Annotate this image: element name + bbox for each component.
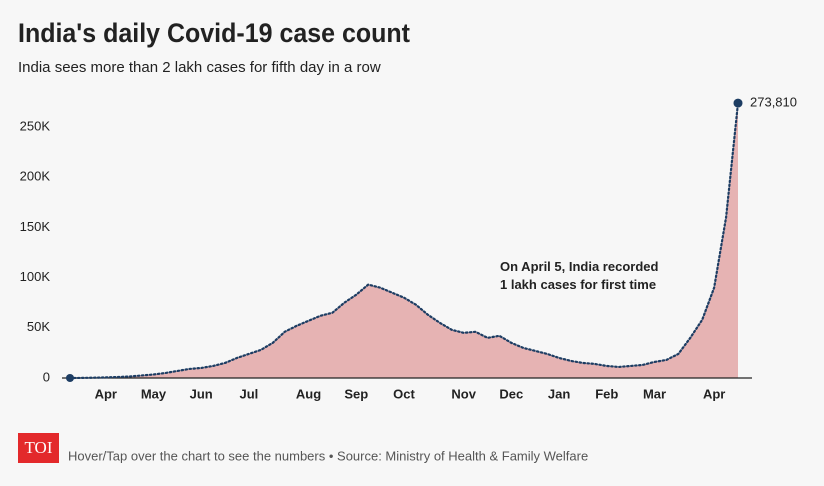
x-tick-label: Apr <box>95 386 117 401</box>
value-label: 273,810 <box>750 95 797 110</box>
x-tick-label: Jun <box>190 386 213 401</box>
source-note: Hover/Tap over the chart to see the numb… <box>68 448 588 463</box>
y-tick-label: 0 <box>43 369 50 384</box>
x-tick-label: Mar <box>643 386 666 401</box>
y-tick-label: 250K <box>20 118 51 133</box>
x-tick-label: Nov <box>451 386 476 401</box>
y-tick-label: 100K <box>20 269 51 284</box>
area <box>70 103 738 378</box>
y-tick-label: 200K <box>20 169 51 184</box>
logo: TOI <box>24 438 52 457</box>
x-tick-label: Jan <box>548 386 570 401</box>
x-tick-label: Dec <box>499 386 523 401</box>
x-tick-label: Apr <box>703 386 725 401</box>
chart-title: India's daily Covid-19 case count <box>18 18 410 48</box>
y-tick-label: 150K <box>20 219 51 234</box>
y-tick-label: 50K <box>27 319 50 334</box>
annotation: On April 5, India recorded 1 lakh cases f… <box>500 259 658 292</box>
x-tick-label: Aug <box>296 386 321 401</box>
x-tick-label: Oct <box>393 386 415 401</box>
annotation-line: On April 5, India recorded <box>500 259 658 274</box>
x-tick-label: May <box>141 386 167 401</box>
end-point <box>733 98 743 108</box>
x-tick-label: Feb <box>595 386 618 401</box>
logo-box <box>18 433 59 463</box>
chart-subtitle: India sees more than 2 lakh cases for fi… <box>18 59 381 76</box>
line <box>68 101 740 380</box>
x-tick-label: Jul <box>240 386 259 401</box>
x-tick-label: Sep <box>344 386 368 401</box>
annotation-line: 1 lakh cases for first time <box>500 277 656 292</box>
start-point <box>66 374 74 382</box>
